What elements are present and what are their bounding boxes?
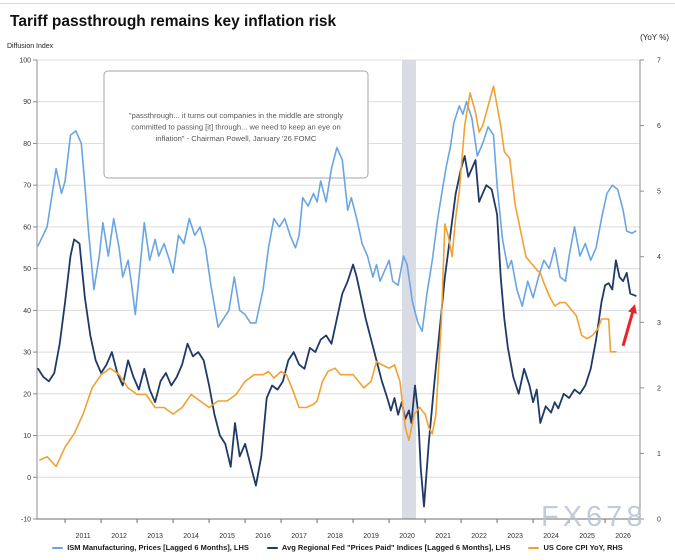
year-label: 2011 [76,533,91,540]
year-label: 2018 [327,533,343,540]
year-label: 2024 [543,533,559,540]
arrow-head [628,304,637,314]
recession-band [402,60,416,519]
quote-line-1: "passthrough... it turns out companies i… [129,111,343,120]
legend-label-core-cpi: US Core CPI YoY, RHS [543,543,623,552]
left-tick-label: 100 [19,58,31,65]
left-tick-label: 90 [23,99,31,106]
legend-label-regional-fed: Avg Regional Fed "Prices Paid" Indices [… [281,543,511,552]
right-tick-label: 6 [657,123,661,130]
left-axis-label: Diffusion Index [7,43,54,50]
year-label: 2026 [615,533,631,540]
right-tick-label: 4 [657,254,661,261]
series-lines [37,85,637,508]
core-cpi-line-swatch [528,546,540,549]
quote-line-3: inflation" - Chairman Powell, January '2… [156,134,317,143]
arrow-shaft [621,310,635,347]
year-label: 2016 [255,533,271,540]
legend-item-regional-fed: Avg Regional Fed "Prices Paid" Indices [… [266,543,511,552]
quote-box-frame [103,70,369,179]
legend-label-ism: ISM Manufacturing, Prices [Lagged 6 Mont… [67,543,249,552]
year-label: 2015 [219,533,235,540]
year-label: 2022 [471,533,487,540]
right-axis-unit: (YoY %) [640,33,669,42]
left-tick-label: 40 [23,308,31,315]
right-tick-label: 3 [657,320,661,327]
right-tick-label: 7 [657,58,661,65]
left-tick-label: 50 [23,266,31,273]
left-tick-label: 20 [23,391,31,398]
year-label: 2020 [399,533,415,540]
right-tick-label: 0 [657,517,661,524]
year-label: 2019 [363,533,379,540]
year-label: 2017 [291,533,307,540]
legend: ISM Manufacturing, Prices [Lagged 6 Mont… [0,543,675,552]
left-tick-label: 10 [23,433,31,440]
series-line [39,85,617,468]
quote-line-2: committed to passing [it] through... we … [131,123,340,132]
left-tick-label: 30 [23,350,31,357]
left-tick-label: 0 [27,475,31,482]
red-arrow-annotation [621,304,637,347]
right-tick-label: 1 [657,451,661,458]
quote-box: "passthrough... it turns out companies i… [103,70,369,179]
left-tick-label: -10 [21,517,31,524]
page-title: Tariff passthrough remains key inflation… [10,13,337,30]
regional-fed-line-swatch [266,546,278,549]
right-tick-label: 2 [657,385,661,392]
year-label: 2014 [183,533,199,540]
legend-item-ism: ISM Manufacturing, Prices [Lagged 6 Mont… [52,543,249,552]
year-label: 2025 [579,533,595,540]
legend-item-core-cpi: US Core CPI YoY, RHS [528,543,623,552]
top-divider [0,3,675,4]
year-label: 2021 [435,533,451,540]
year-label: 2012 [111,533,127,540]
year-label: 2023 [507,533,523,540]
series-line [37,155,637,508]
left-tick-label: 60 [23,224,31,231]
left-tick-label: 80 [23,141,31,148]
right-tick-label: 5 [657,189,661,196]
left-tick-label: 70 [23,183,31,190]
ism-line-swatch [52,546,64,549]
series-line [37,100,637,332]
fx678-watermark: FX678 [541,501,647,533]
year-label: 2013 [147,533,163,540]
